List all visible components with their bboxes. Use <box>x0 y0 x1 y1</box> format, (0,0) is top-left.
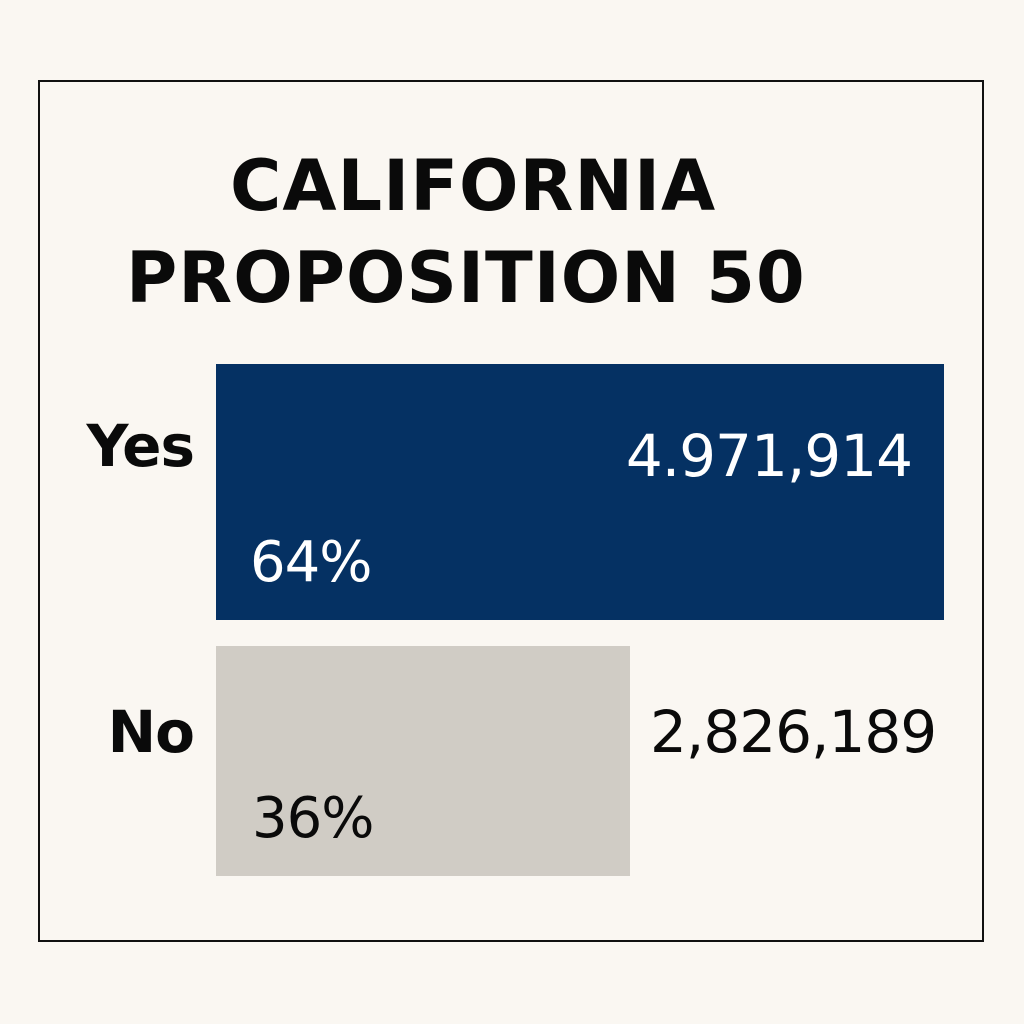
chart-title: CALIFORNIA PROPOSITION 50 <box>40 140 982 324</box>
category-label-no: No <box>107 698 195 766</box>
chart-frame: CALIFORNIA PROPOSITION 50 Yes 4.971,914 … <box>38 80 984 942</box>
percent-label-no: 36% <box>252 786 374 851</box>
title-line-2: PROPOSITION 50 <box>126 237 806 319</box>
bar-no <box>216 646 630 876</box>
value-label-no: 2,826,189 <box>650 698 937 766</box>
category-label-yes: Yes <box>86 412 195 480</box>
percent-label-yes: 64% <box>250 530 372 595</box>
value-label-yes: 4.971,914 <box>625 422 913 490</box>
bar-yes <box>216 364 944 620</box>
title-line-1: CALIFORNIA <box>230 145 717 227</box>
